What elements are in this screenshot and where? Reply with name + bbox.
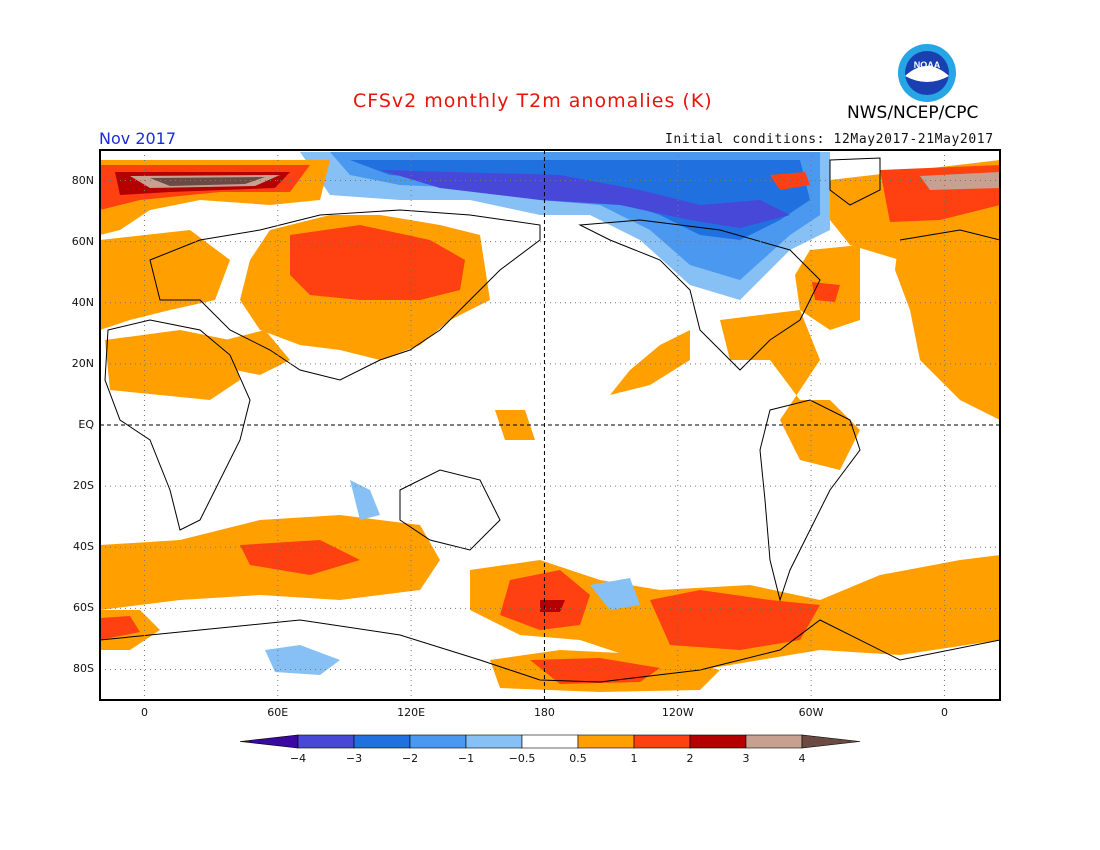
arabia-warm-anomaly — [225, 330, 290, 375]
coast-north-america — [578, 219, 821, 371]
colorbar-segment — [297, 734, 355, 749]
colorbar-segment — [521, 734, 579, 749]
latitude-label: 60N — [71, 234, 94, 248]
longitude-label: 0 — [140, 706, 148, 719]
southern-ocean-warm-core-2 — [650, 590, 820, 650]
eurasia-warm-core — [290, 225, 465, 300]
colorbar-segment — [633, 734, 691, 749]
coast-eurasia — [149, 209, 541, 381]
colorbar-arrow-high — [801, 734, 861, 749]
initial-conditions-label: Initial conditions: 12May2017-21May2017 — [665, 132, 994, 147]
americas-warm — [720, 310, 860, 470]
north-atlantic-warm-core — [812, 282, 840, 302]
colorbar-segment — [353, 734, 411, 749]
west-europe-warm — [895, 220, 1000, 420]
colorbar-segment — [465, 734, 523, 749]
colorbar-level-label: −1 — [457, 752, 475, 765]
barents-warm-extreme — [150, 177, 265, 186]
colorbar-level-label: −0.5 — [508, 752, 536, 765]
grid-lines — [100, 150, 1000, 700]
arctic-cold-anomaly-peak — [380, 170, 790, 228]
longitude-label: 180 — [533, 706, 555, 719]
logo-text: NOAA — [914, 60, 941, 70]
coast-europe-east — [899, 229, 1000, 241]
colorbar-segment — [689, 734, 747, 749]
latitude-label: EQ — [78, 418, 94, 431]
ross-sea-warm-core — [530, 658, 660, 684]
colorbar-level-label: 1 — [630, 752, 638, 765]
anomaly-fields — [100, 152, 1000, 692]
longitude-label: 120W — [661, 706, 694, 719]
latitude-label: 40N — [71, 295, 94, 309]
southern-ocean-warm-peak — [540, 600, 565, 612]
indian-ocean-cold — [350, 480, 380, 520]
colorbar-level-label: 3 — [742, 752, 750, 765]
colorbar-level-label: −4 — [289, 752, 307, 765]
latitude-label: 40S — [73, 540, 94, 554]
coast-south-america — [759, 399, 861, 602]
coast-antarctica — [100, 619, 1000, 683]
colorbar-level-label: 4 — [798, 752, 806, 765]
longitude-label: 120E — [397, 706, 426, 719]
longitude-label: 0 — [940, 706, 948, 719]
latitude-label: 80S — [73, 662, 94, 676]
coast-australia — [399, 469, 501, 551]
longitude-label: 60E — [267, 706, 289, 719]
colorbar-segment — [745, 734, 803, 749]
noaa-logo: NOAA — [898, 44, 956, 102]
colorbar-level-label: 0.5 — [569, 752, 587, 765]
antarctic-cold — [265, 645, 340, 675]
colorbar-arrow-low — [239, 734, 299, 749]
month-label: Nov 2017 — [99, 129, 177, 148]
colorbar-level-label: −3 — [345, 752, 363, 765]
colorbar-segment — [577, 734, 635, 749]
longitude-label: 60W — [798, 706, 824, 719]
logo-bird — [905, 66, 949, 82]
colorbar-level-label: 2 — [686, 752, 694, 765]
map-frame — [99, 149, 1001, 701]
agency-label: NWS/NCEP/CPC — [847, 103, 979, 123]
coast-greenland — [829, 157, 881, 206]
colorbar — [239, 734, 861, 749]
latitude-label: 60S — [73, 601, 94, 615]
latitude-label: 20S — [73, 479, 94, 493]
map-title: CFSv2 monthly T2m anomalies (K) — [353, 90, 713, 112]
tropical-pacific-warm — [610, 330, 690, 395]
colorbar-segment — [409, 734, 467, 749]
south-pacific-cold — [590, 578, 640, 610]
africa-warm-anomaly — [105, 330, 240, 400]
latitude-label: 20N — [71, 356, 94, 370]
west-antarctic-warm-core — [100, 616, 140, 640]
latitude-label: 80N — [71, 173, 94, 187]
europe-warm-anomaly — [100, 230, 230, 330]
coast-africa — [104, 319, 251, 531]
colorbar-level-label: −2 — [401, 752, 419, 765]
coastlines — [100, 157, 1000, 683]
south-indian-warm-core — [240, 540, 360, 575]
